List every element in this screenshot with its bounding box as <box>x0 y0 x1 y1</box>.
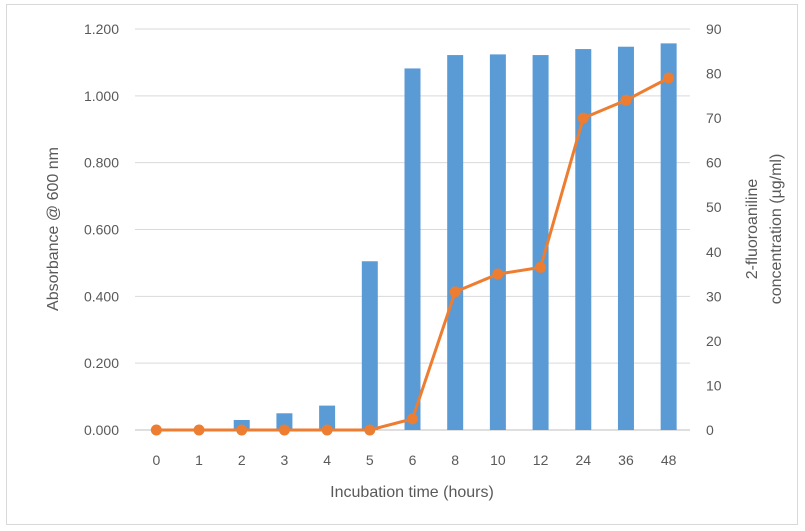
line-marker <box>236 424 248 436</box>
x-axis-tick-label: 0 <box>152 452 160 468</box>
line-series <box>150 72 675 436</box>
line-marker <box>492 268 504 280</box>
x-axis-tick-label: 2 <box>238 452 246 468</box>
line-marker <box>535 261 547 273</box>
x-axis-title: Incubation time (hours) <box>330 484 494 501</box>
y-axis-title: Absorbance @ 600 nm <box>45 147 62 311</box>
right-axis-tick-label: 10 <box>706 377 722 393</box>
bar <box>532 55 549 430</box>
right-axis-tick-label: 70 <box>706 110 722 126</box>
left-axis-tick-label: 1.200 <box>84 21 119 37</box>
left-axis-tick-label: 1.000 <box>84 88 119 104</box>
line-marker <box>193 424 205 436</box>
x-axis-tick-label: 5 <box>366 452 374 468</box>
right-axis-tick-label: 20 <box>706 333 722 349</box>
bar <box>404 68 421 430</box>
x-axis-tick-label: 36 <box>618 452 634 468</box>
bar <box>276 413 293 430</box>
bar <box>489 54 506 430</box>
right-axis-tick-label: 80 <box>706 66 722 82</box>
right-axis-tick-label: 40 <box>706 244 722 260</box>
right-axis-ticks: 0 10 20 30 40 50 60 70 80 90 <box>706 21 722 438</box>
right-axis-tick-label: 30 <box>706 288 722 304</box>
x-axis-tick-label: 4 <box>323 452 331 468</box>
x-axis-tick-label: 48 <box>661 452 677 468</box>
x-axis-tick-label: 3 <box>281 452 289 468</box>
line-marker <box>620 94 632 106</box>
x-axis-tick-label: 6 <box>409 452 417 468</box>
x-axis-tick-label: 24 <box>575 452 591 468</box>
right-axis-tick-label: 50 <box>706 199 722 215</box>
bar <box>660 43 677 430</box>
right-axis-tick-label: 90 <box>706 21 722 37</box>
bar <box>447 55 464 430</box>
x-axis-tick-label: 8 <box>451 452 459 468</box>
left-axis-ticks: 0.000 0.200 0.400 0.600 0.800 1.000 1.200 <box>84 21 119 438</box>
line-marker <box>663 72 675 84</box>
line-marker <box>577 112 589 124</box>
x-axis-ticks: 0 1 2 3 4 5 6 8 10 12 24 36 48 <box>152 452 676 468</box>
line-marker <box>364 424 376 436</box>
bar <box>319 405 336 430</box>
line-marker <box>278 424 290 436</box>
left-axis-tick-label: 0.200 <box>84 355 119 371</box>
y2-axis-title-line1: 2-fluoroaniline <box>744 179 761 280</box>
x-axis-tick-label: 10 <box>490 452 506 468</box>
line-marker <box>407 413 418 425</box>
right-axis-tick-label: 60 <box>706 155 722 171</box>
y2-axis-title-line2: concentration (µg/ml) <box>768 154 785 305</box>
line-marker <box>321 424 333 436</box>
x-axis-tick-label: 1 <box>195 452 203 468</box>
left-axis-tick-label: 0.600 <box>84 222 119 238</box>
left-axis-tick-label: 0.400 <box>84 288 119 304</box>
right-axis-tick-label: 0 <box>706 422 714 438</box>
left-axis-tick-label: 0.800 <box>84 155 119 171</box>
x-axis-tick-label: 12 <box>533 452 549 468</box>
bar <box>617 46 634 430</box>
left-axis-tick-label: 0.000 <box>84 422 119 438</box>
bar <box>361 261 378 430</box>
bar <box>575 49 592 431</box>
bar-series <box>233 43 677 431</box>
line-marker <box>150 424 162 436</box>
line-marker <box>449 286 461 298</box>
